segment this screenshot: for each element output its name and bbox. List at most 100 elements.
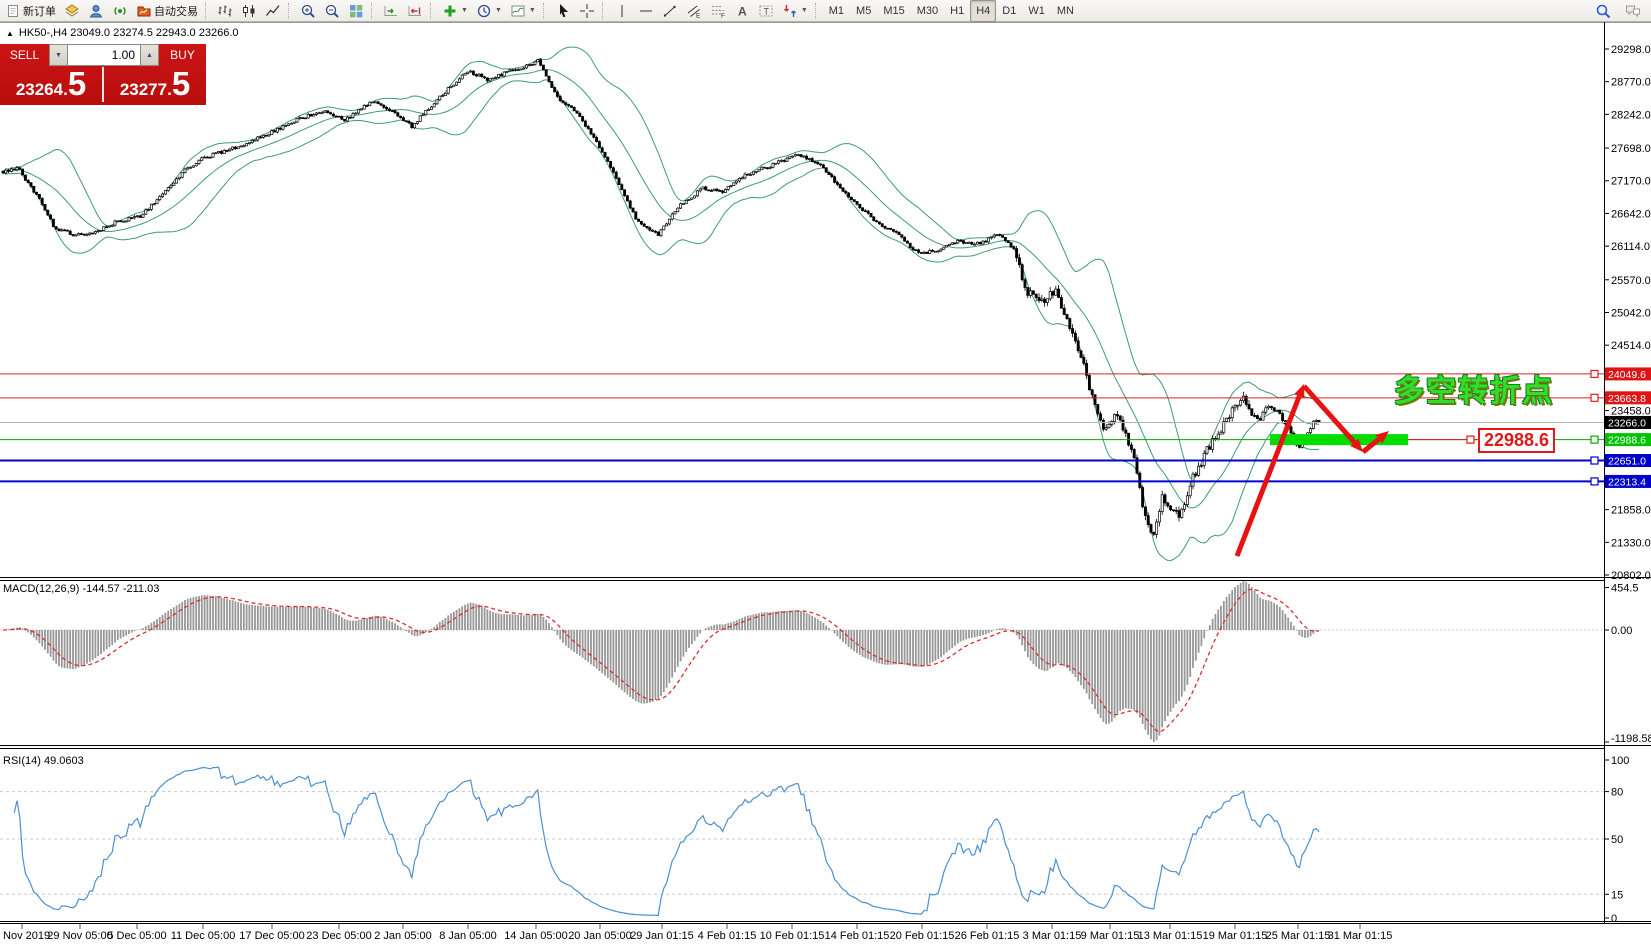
periods-button[interactable]: ▼ (472, 0, 506, 22)
dropdown-arrow-icon[interactable]: ▼ (494, 7, 502, 14)
sell-price-big-digit: 5 (67, 65, 87, 102)
buy-price[interactable]: 23277. 5 (104, 66, 206, 105)
indicators-button[interactable]: ▼ (438, 0, 472, 22)
signals-button[interactable] (108, 0, 132, 22)
line-chart-button[interactable] (261, 0, 285, 22)
bar-chart-button[interactable] (213, 0, 237, 22)
svg-text:A: A (738, 4, 747, 18)
arrows-button[interactable]: ▼ (778, 0, 812, 22)
svg-text:5 Dec 05:00: 5 Dec 05:00 (107, 930, 166, 942)
charts-button[interactable] (60, 0, 84, 22)
chart-shift-button[interactable] (403, 0, 427, 22)
timeframe-h1[interactable]: H1 (950, 4, 965, 17)
chat-icon (1625, 3, 1641, 19)
fibonacci-button[interactable]: F (706, 0, 730, 22)
svg-text:17 Dec 05:00: 17 Dec 05:00 (239, 930, 304, 942)
svg-text:28242.0: 28242.0 (1611, 109, 1651, 121)
signal-icon (112, 3, 128, 19)
zoom-out-button[interactable] (320, 0, 344, 22)
linechart-icon (265, 3, 281, 19)
dropdown-arrow-icon[interactable]: ▼ (800, 7, 808, 14)
svg-text:F: F (721, 12, 725, 19)
chat-button[interactable] (1621, 0, 1645, 22)
text-button[interactable]: A (730, 0, 754, 22)
svg-text:28770.0: 28770.0 (1611, 77, 1651, 89)
volume-decrease-button[interactable]: ▼ (49, 44, 68, 66)
template-icon (510, 3, 526, 19)
timeframe-w1[interactable]: W1 (1028, 4, 1045, 17)
macd-panel[interactable] (0, 580, 1604, 744)
tile-windows-button[interactable] (344, 0, 368, 22)
channel-button[interactable]: E (682, 0, 706, 22)
svg-text:9 Mar 01:15: 9 Mar 01:15 (1081, 930, 1140, 942)
price-axis[interactable]: 24049.6 23663.8 23266.0 22988.6 22651.0 22313… (1604, 48, 1651, 576)
crosshair-button[interactable] (575, 0, 599, 22)
new-order-button-label: 新订单 (23, 5, 56, 18)
timeframe-m1[interactable]: M1 (828, 4, 845, 17)
sell-price[interactable]: 23264. 5 (0, 66, 102, 105)
svg-text:25 Mar 01:15: 25 Mar 01:15 (1266, 930, 1331, 942)
new-order-button[interactable]: 新订单 (1, 0, 60, 22)
svg-text:19 Mar 01:15: 19 Mar 01:15 (1203, 930, 1268, 942)
rsi-panel[interactable] (0, 750, 1604, 921)
gold-icon (64, 3, 80, 19)
svg-text:10 Feb 01:15: 10 Feb 01:15 (760, 930, 825, 942)
search-button[interactable] (1591, 0, 1615, 22)
sell-price-main: 23264. (15, 80, 68, 99)
horizontal-level-lines[interactable] (0, 369, 1604, 486)
crosshair-icon (579, 3, 595, 19)
auto-scroll-button[interactable] (379, 0, 403, 22)
timeframe-m15[interactable]: M15 (883, 4, 905, 17)
svg-text:4 Feb 01:15: 4 Feb 01:15 (698, 930, 757, 942)
timeframe-m5[interactable]: M5 (856, 4, 872, 17)
trend-arrows[interactable] (1234, 384, 1389, 557)
timeframe-m30[interactable]: M30 (916, 4, 939, 17)
timeframe-d1[interactable]: D1 (1002, 4, 1017, 17)
price-callout-label[interactable]: 22988.6 (1478, 428, 1555, 453)
collapse-arrow-icon[interactable]: ▲ (6, 28, 14, 38)
timeframe-mn[interactable]: MN (1056, 4, 1074, 17)
sell-button[interactable]: SELL (9, 48, 40, 62)
arrows-icon (782, 3, 798, 19)
bollinger-bands (2, 46, 1320, 562)
autotrading-button[interactable]: 自动交易 (132, 0, 202, 22)
svg-text:26642.0: 26642.0 (1611, 208, 1651, 220)
toolbar-buttons: 新订单 自动交易 ▼ ▼ ▼ E F A T ▼ M1 M5 M15 M30 H1 H4 D1 W1 MN (1, 0, 1080, 22)
svg-text:2 Jan 05:00: 2 Jan 05:00 (374, 930, 432, 942)
svg-text:0.00: 0.00 (1611, 625, 1632, 637)
svg-text:27170.0: 27170.0 (1611, 176, 1651, 188)
horizontal-line-button[interactable] (634, 0, 658, 22)
label-button[interactable]: T (754, 0, 778, 22)
main-chart-panel[interactable] (0, 22, 1604, 577)
buy-button[interactable]: BUY (170, 48, 195, 62)
community-button[interactable] (84, 0, 108, 22)
hline-icon (638, 3, 654, 19)
vertical-line-button[interactable] (610, 0, 634, 22)
svg-text:23 Dec 05:00: 23 Dec 05:00 (306, 930, 371, 942)
dropdown-arrow-icon[interactable]: ▼ (528, 7, 536, 14)
zoomin-icon (300, 3, 316, 19)
dropdown-arrow-icon[interactable]: ▼ (461, 7, 468, 14)
support-band-highlight[interactable] (1270, 434, 1408, 446)
volume-increase-button[interactable]: ▲ (140, 44, 159, 66)
turning-point-annotation[interactable]: 多空转折点 (1394, 375, 1554, 408)
time-axis[interactable] (21, 924, 1361, 929)
svg-text:24514.0: 24514.0 (1611, 340, 1651, 352)
tile-icon (348, 3, 364, 19)
templates-button[interactable]: ▼ (506, 0, 540, 22)
zoom-in-button[interactable] (296, 0, 320, 22)
svg-text:23458.0: 23458.0 (1611, 406, 1651, 418)
candle-chart-button[interactable] (237, 0, 261, 22)
svg-text:14 Jan 05:00: 14 Jan 05:00 (504, 930, 568, 942)
trendline-button[interactable] (658, 0, 682, 22)
cursor-button[interactable] (551, 0, 575, 22)
timeframe-h4[interactable]: H4 (970, 0, 997, 22)
svg-text:22313.4: 22313.4 (1608, 476, 1646, 488)
svg-text:31 Mar 01:15: 31 Mar 01:15 (1328, 930, 1393, 942)
toolbar-separator (814, 2, 820, 19)
volume-input[interactable] (68, 44, 140, 66)
svg-text:20 Jan 05:00: 20 Jan 05:00 (568, 930, 632, 942)
toolbar-right (1591, 0, 1645, 22)
textA-icon: A (734, 3, 750, 19)
